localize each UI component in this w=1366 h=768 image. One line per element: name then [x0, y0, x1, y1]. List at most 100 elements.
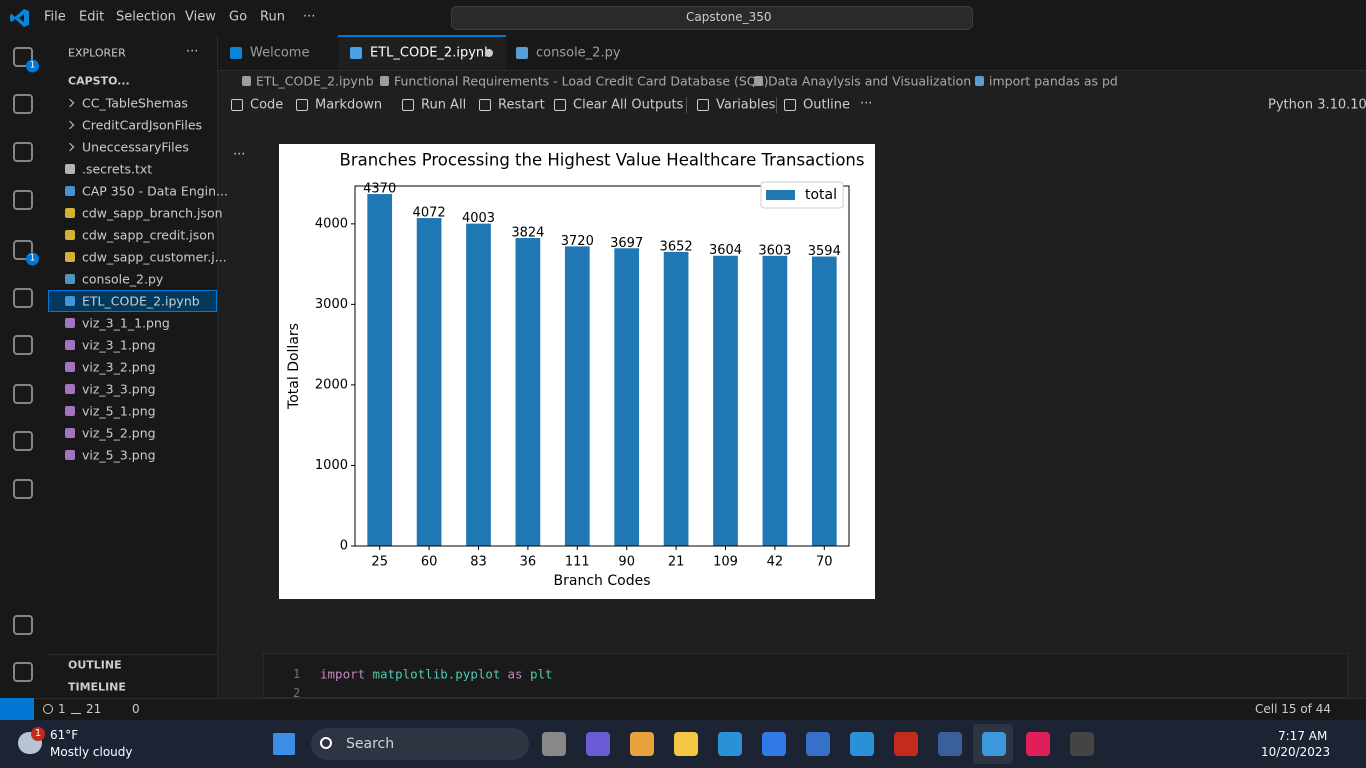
activity-badge: 1 [26, 252, 39, 266]
section-header[interactable]: OUTLINE [68, 658, 122, 672]
toolbar-action[interactable]: Code [250, 97, 284, 113]
value-label: 3720 [561, 234, 594, 249]
explorer-item[interactable]: CAP 350 - Data Engin... [82, 183, 228, 199]
kernel-picker[interactable]: Python 3.10.10 [1268, 97, 1366, 113]
taskbar-app [1026, 732, 1050, 756]
error-icon [43, 704, 53, 714]
toolbar-icon [554, 99, 566, 111]
line-number: 1 [293, 667, 301, 681]
explorer-item[interactable]: UneccessaryFiles [82, 139, 189, 155]
explorer-item[interactable]: viz_3_3.png [82, 381, 156, 397]
menu-item[interactable]: Run [260, 9, 285, 25]
toolbar-action[interactable]: Markdown [315, 97, 383, 113]
cell-more[interactable]: ... [233, 143, 246, 159]
explorer-item[interactable]: ETL_CODE_2.ipynb [82, 293, 200, 309]
taskbar-app [674, 732, 698, 756]
explorer-item[interactable]: viz_3_2.png [82, 359, 156, 375]
breadcrumb-item[interactable]: ETL_CODE_2.ipynb [256, 73, 374, 89]
code-token: plt [530, 666, 553, 682]
y-tick-label: 0 [340, 539, 348, 554]
file-icon [65, 252, 75, 262]
explorer-item[interactable]: console_2.py [82, 271, 164, 287]
menu-item[interactable]: Go [229, 9, 248, 25]
breadcrumb-item[interactable]: import pandas as pd [989, 73, 1118, 89]
file-icon [65, 274, 75, 284]
menu-item[interactable]: View [185, 9, 216, 25]
explorer-item[interactable]: .secrets.txt [82, 161, 153, 177]
explorer-item[interactable]: viz_5_2.png [82, 425, 156, 441]
weather-badge: 1 [31, 727, 45, 741]
remote-button[interactable] [0, 698, 34, 720]
bar [416, 218, 442, 546]
file-icon [65, 428, 75, 438]
cell-indicator[interactable]: Cell 15 of 44 [1255, 702, 1331, 716]
search-text[interactable]: Capstone_350 [686, 10, 772, 24]
activity-icon [13, 94, 33, 114]
menu-item[interactable]: Selection [116, 9, 176, 25]
search-box[interactable] [451, 6, 973, 30]
y-tick-label: 3000 [315, 297, 348, 312]
explorer-item[interactable]: CC_TableShemas [82, 95, 188, 111]
warning-count[interactable]: 21 [86, 702, 102, 716]
weather-text: Mostly cloudy [50, 745, 133, 759]
explorer-item[interactable]: cdw_sapp_credit.json [82, 227, 215, 243]
taskbar-search-text[interactable]: Search [346, 736, 395, 752]
explorer-item[interactable]: cdw_sapp_customer.j... [82, 249, 227, 265]
taskbar-app [718, 732, 742, 756]
bar [614, 248, 640, 546]
tab-icon [230, 47, 242, 59]
breadcrumb-item[interactable]: Functional Requirements - Load Credit Ca… [394, 73, 769, 89]
error-count[interactable]: 1 [58, 702, 66, 716]
toolbar-separator [686, 97, 687, 113]
taskbar-app [586, 732, 610, 756]
axes-frame [354, 185, 850, 547]
explorer-item[interactable]: cdw_sapp_branch.json [82, 205, 223, 221]
chart: Branches Processing the Highest Value He… [279, 144, 875, 599]
unsaved-dot [485, 49, 493, 57]
toolbar-action[interactable]: Variables [716, 97, 776, 113]
folder-name[interactable]: CAPSTO... [68, 74, 130, 88]
tab-label[interactable]: console_2.py [536, 45, 621, 61]
crumb-icon [754, 76, 763, 86]
taskbar-search[interactable] [311, 728, 529, 760]
explorer-item[interactable]: viz_3_1.png [82, 337, 156, 353]
toolbar-more[interactable]: ··· [860, 96, 873, 112]
menu-item[interactable]: File [44, 9, 66, 25]
explorer-item[interactable]: viz_3_1_1.png [82, 315, 170, 331]
crumb-icon [242, 76, 251, 86]
code-cell[interactable] [263, 653, 1348, 698]
toolbar-action[interactable]: Restart [498, 97, 545, 113]
taskbar-app [630, 732, 654, 756]
explorer-item[interactable]: viz_5_3.png [82, 447, 156, 463]
explorer-item[interactable]: viz_5_1.png [82, 403, 156, 419]
file-icon [65, 340, 75, 350]
section-header[interactable]: TIMELINE [68, 680, 126, 694]
activity-icon [13, 335, 33, 355]
activity-icon [13, 47, 33, 67]
tab-label[interactable]: Welcome [250, 45, 310, 61]
toolbar-action[interactable]: Run All [421, 97, 467, 113]
activity-badge: 1 [26, 59, 39, 73]
value-label: 4072 [413, 206, 446, 221]
explorer-item[interactable]: CreditCardJsonFiles [82, 117, 203, 133]
menu-item[interactable]: ··· [303, 9, 316, 25]
selected-row [48, 290, 217, 312]
explorer-more[interactable]: ··· [186, 44, 199, 60]
toolbar-action[interactable]: Clear All Outputs [573, 97, 684, 113]
taskbar-app [542, 732, 566, 756]
file-icon [65, 208, 75, 218]
tab-label[interactable]: ETL_CODE_2.ipynb [370, 45, 493, 61]
toolbar-action[interactable]: Outline [803, 97, 851, 113]
x-tick-label: 90 [618, 555, 635, 570]
menu-item[interactable]: Edit [79, 9, 105, 25]
ports-count[interactable]: 0 [132, 702, 140, 716]
tab-icon [516, 47, 528, 59]
y-tick-label: 4000 [315, 216, 348, 231]
x-tick-label: 111 [565, 555, 590, 570]
file-icon [65, 406, 75, 416]
breadcrumb-item[interactable]: Data Anaylysis and Visualization [768, 73, 972, 89]
temperature: 61°F [50, 728, 79, 742]
active-tab[interactable] [338, 35, 506, 70]
chart-title: Branches Processing the Highest Value He… [340, 151, 865, 170]
toolbar-separator [776, 97, 777, 113]
